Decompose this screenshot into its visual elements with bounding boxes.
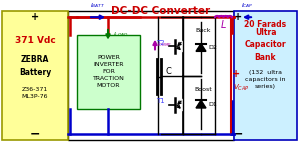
Text: Ultra
Capacitor
Bank: Ultra Capacitor Bank (245, 28, 286, 62)
Text: −: − (30, 128, 40, 141)
Text: C: C (166, 67, 172, 76)
Text: T1: T1 (156, 98, 165, 104)
Text: T2: T2 (156, 40, 165, 46)
Text: $I_{CAP}$: $I_{CAP}$ (241, 2, 253, 10)
Polygon shape (196, 100, 206, 108)
Text: Boost: Boost (194, 87, 212, 92)
Text: Z36-371
ML3P-76: Z36-371 ML3P-76 (22, 87, 48, 99)
Text: ZEBRA
Battery: ZEBRA Battery (19, 55, 51, 77)
Text: (132  ultra
capacitors in
series): (132 ultra capacitors in series) (245, 70, 286, 89)
Text: D1: D1 (208, 102, 217, 107)
Text: POWER
INVERTER
FOR
TRACTION
MOTOR: POWER INVERTER FOR TRACTION MOTOR (93, 55, 124, 88)
Text: +: + (31, 12, 39, 22)
Bar (77, 35, 140, 109)
Text: D2: D2 (208, 45, 217, 50)
Text: $I_{BATT}$: $I_{BATT}$ (90, 2, 106, 10)
Text: 20 Farads: 20 Farads (245, 21, 286, 30)
Text: $V_{CAP}$: $V_{CAP}$ (233, 82, 249, 93)
Text: +: + (234, 12, 242, 22)
Text: 371 Vdc: 371 Vdc (15, 36, 55, 45)
Bar (68, 11, 234, 140)
Text: $I_{LOAD}$: $I_{LOAD}$ (113, 30, 129, 39)
Text: L: L (221, 20, 226, 30)
Text: DC-DC Converter: DC-DC Converter (112, 6, 210, 16)
Text: +: + (232, 69, 240, 79)
Polygon shape (196, 44, 206, 51)
Bar (234, 11, 297, 140)
Bar (2, 11, 68, 140)
Text: −: − (233, 128, 243, 141)
Text: $I_{COMP}$: $I_{COMP}$ (157, 40, 172, 49)
Text: Buck: Buck (195, 28, 211, 33)
